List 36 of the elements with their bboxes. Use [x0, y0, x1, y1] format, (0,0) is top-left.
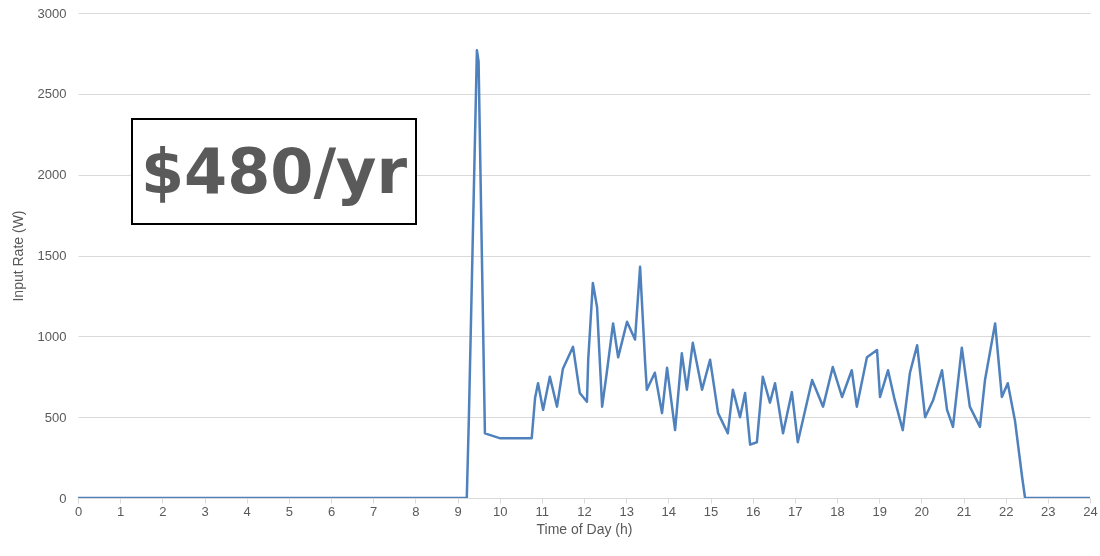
x-tick-label: 5	[285, 503, 293, 519]
x-tick-label: 12	[577, 503, 592, 519]
x-tick-label: 10	[492, 503, 508, 519]
x-tick-label: 19	[872, 503, 887, 519]
x-tick-label: 21	[956, 503, 972, 519]
annotation: $480/yr	[131, 118, 417, 225]
x-tick-label: 13	[619, 503, 634, 519]
x-tick-label: 2	[159, 503, 167, 519]
y-tick-label: 2000	[37, 167, 67, 183]
x-tick-label: 20	[914, 503, 930, 519]
x-tick-label: 23	[1041, 503, 1056, 519]
x-tick-label: 18	[830, 503, 845, 519]
x-tick-label: 24	[1083, 503, 1098, 519]
y-tick-label: 500	[44, 409, 67, 425]
y-tick-label: 3000	[37, 5, 67, 21]
x-tick-label: 14	[661, 503, 677, 519]
x-tick-label: 8	[412, 503, 420, 519]
x-tick-label: 17	[788, 503, 803, 519]
x-tick-label: 11	[535, 503, 550, 519]
x-tick-label: 15	[703, 503, 719, 519]
x-tick-label: 9	[454, 503, 462, 519]
x-tick-label: 7	[370, 503, 378, 519]
line-series	[78, 48, 1090, 498]
x-tick-label: 6	[327, 503, 336, 519]
y-tick-label: 0	[59, 490, 67, 506]
x-tick-label: 4	[243, 503, 251, 519]
x-axis-title: Time of Day (h)	[536, 520, 633, 537]
x-tick-label: 1	[117, 503, 125, 519]
y-tick-label: 2500	[37, 86, 67, 102]
x-tick-label: 16	[745, 503, 761, 519]
x-tick-label: 22	[998, 503, 1014, 519]
x-tick-label: 0	[74, 503, 83, 519]
x-tick-label: 3	[201, 503, 209, 519]
y-axis-title: Input Rate (W)	[9, 210, 26, 302]
y-tick-label: 1500	[37, 248, 67, 263]
y-tick-label: 1000	[37, 328, 67, 344]
